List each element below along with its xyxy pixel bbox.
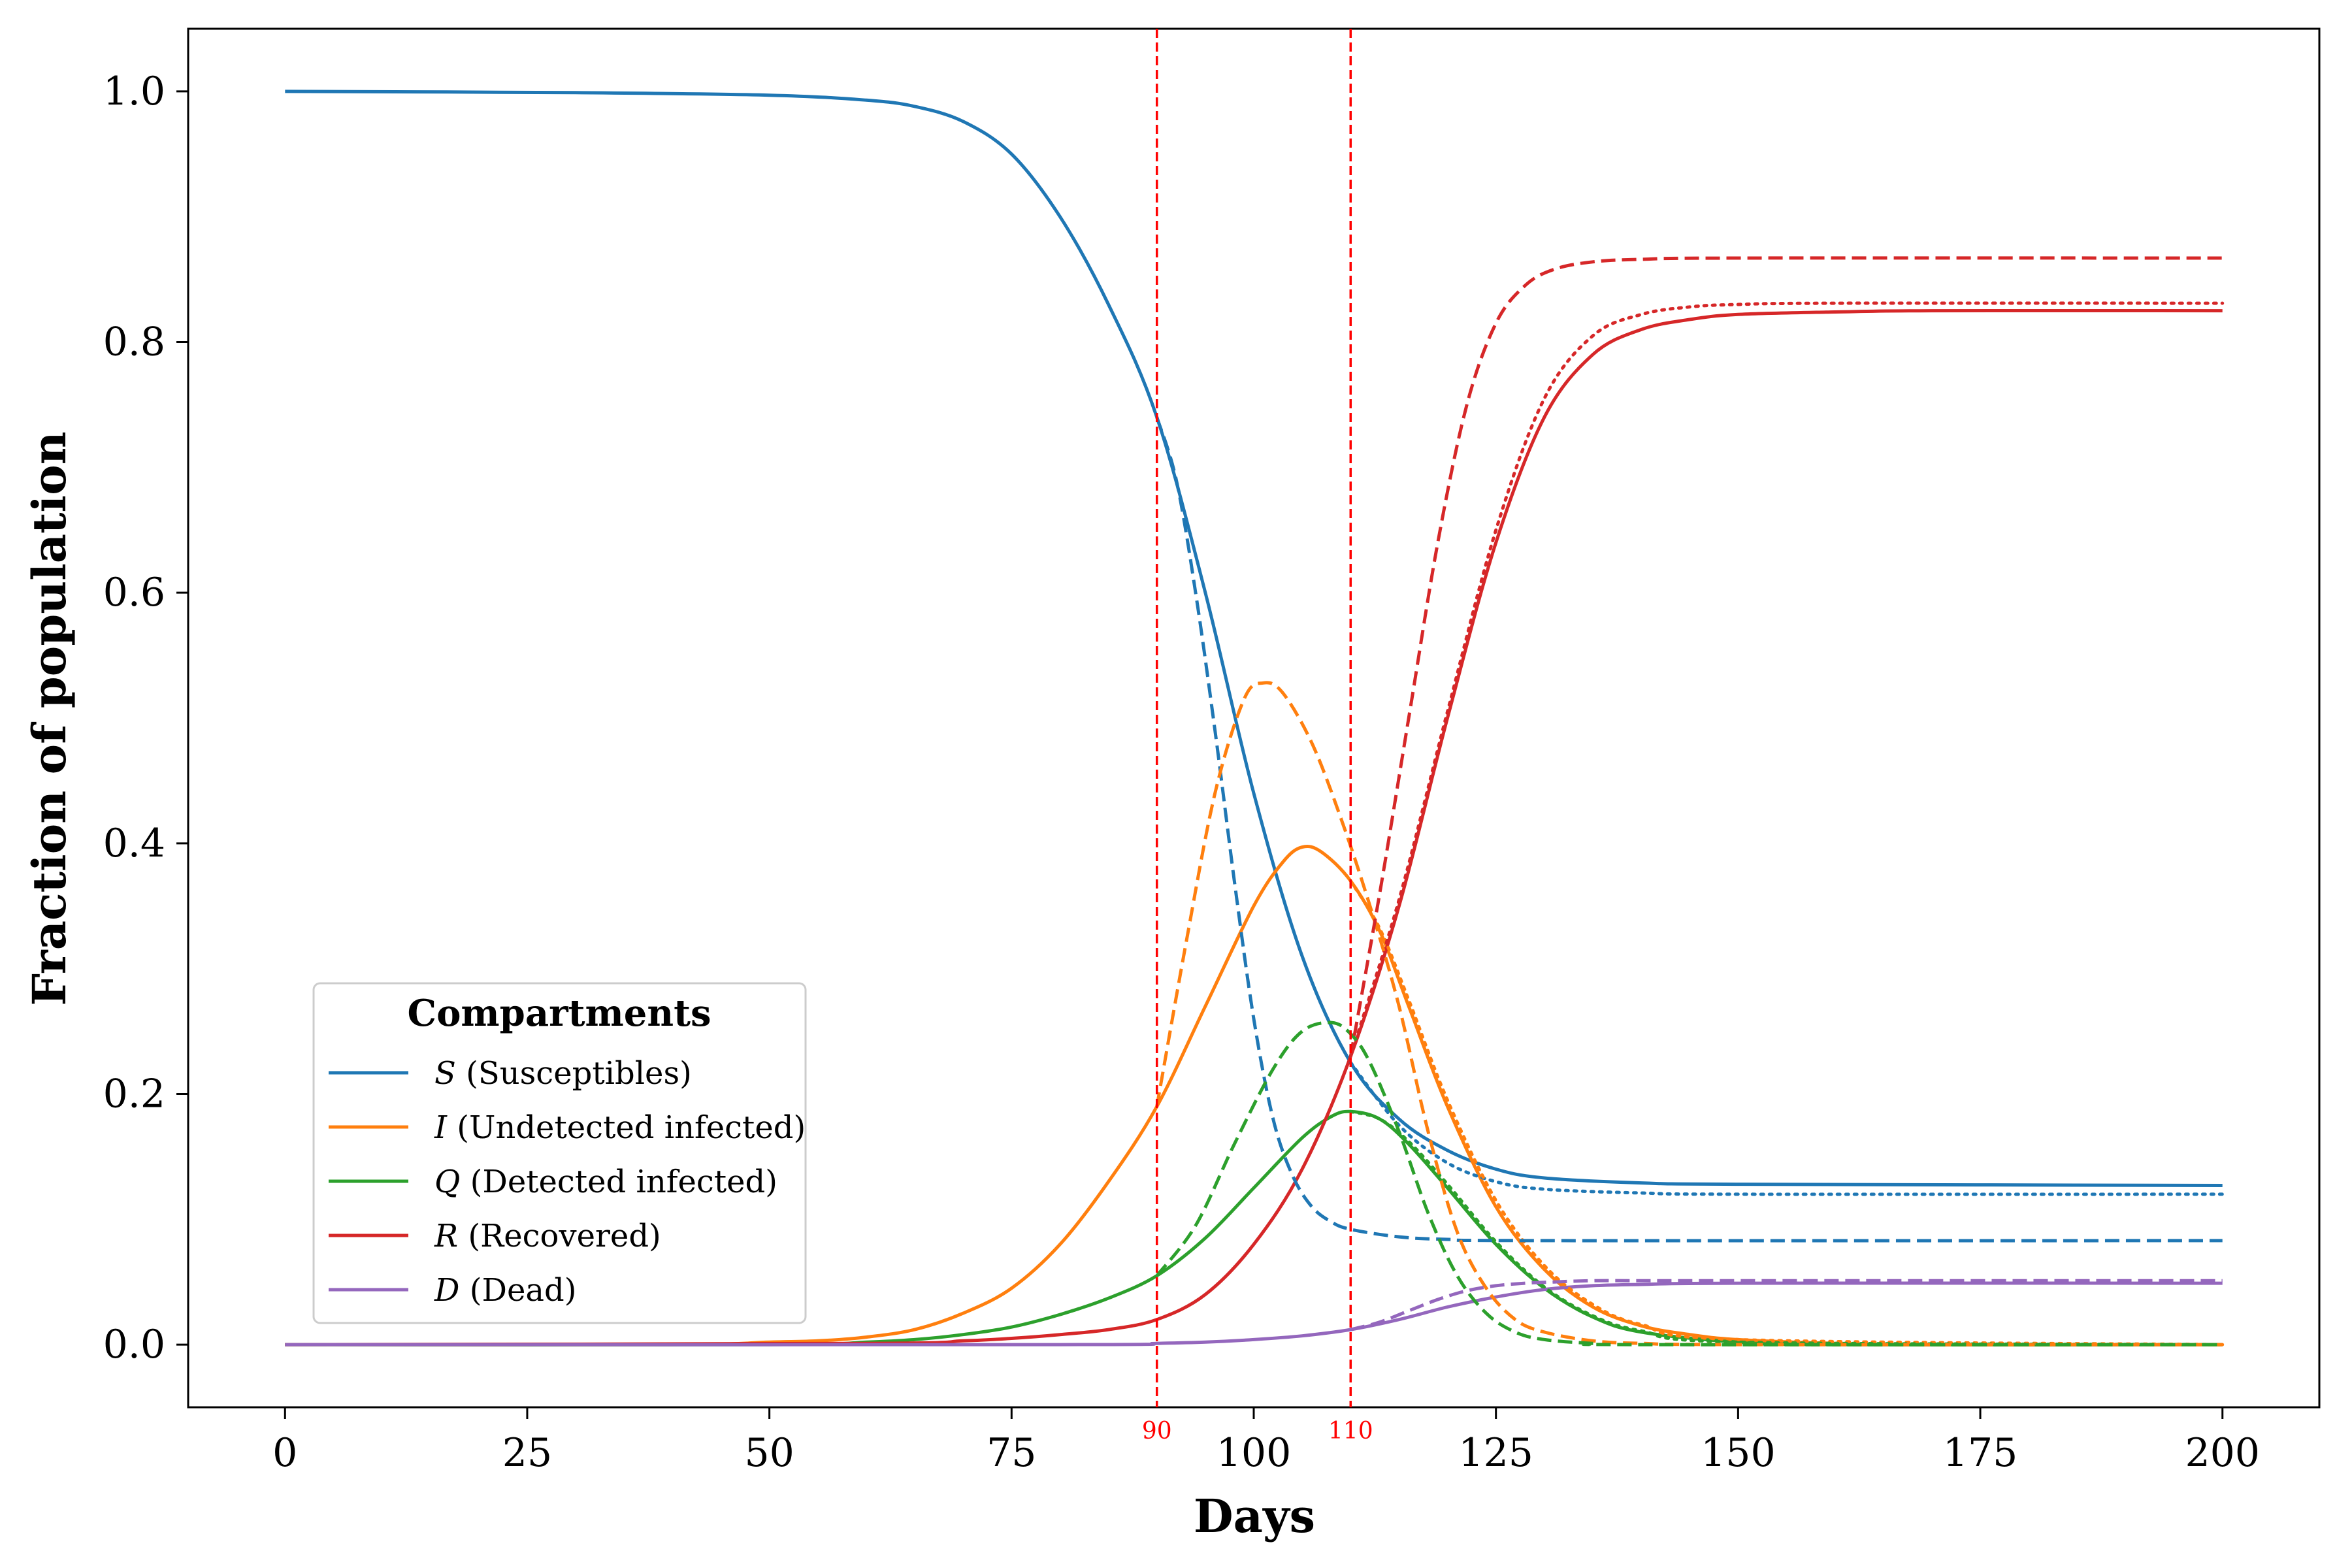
x-tick-label: 100 [1217,1430,1292,1476]
vline-label-90: 90 [1142,1418,1172,1445]
y-tick-label: 0.0 [103,1322,165,1367]
x-tick-label: 175 [1943,1430,2018,1476]
y-axis: 0.0 0.2 0.4 0.6 0.8 1.0 [103,69,188,1367]
series-line-i-dotted [1348,879,2225,1347]
series-line-q-solid [285,1109,2223,1347]
y-axis-title: Fraction of population [22,431,76,1005]
legend-entry-i: I (Undetected infected) [434,1109,806,1146]
x-tick-label: 0 [272,1430,297,1476]
series-line-r-dotted [1348,301,2225,1058]
vertical-markers: 90 110 [1142,29,1373,1445]
series-line-s-solid [285,90,2223,1187]
legend-title: Compartments [408,992,711,1035]
legend-entry-s: S (Susceptibles) [434,1055,692,1092]
series-line-r-dashed [1348,256,2223,1057]
series-line-d-dashed [1350,1279,2223,1331]
y-tick-label: 0.8 [103,319,165,365]
legend-box [312,982,807,1324]
x-tick-label: 75 [987,1430,1036,1476]
series-line-i-dashed [1155,681,2223,1347]
legend: Compartments S (Susceptibles) I (Undetect… [312,982,807,1324]
y-tick-label: 1.0 [103,69,165,114]
x-axis: 0 25 50 75 100 125 150 175 200 [272,1407,2260,1476]
series-line-s-dashed [1155,416,2223,1243]
x-tick-label: 125 [1458,1430,1533,1476]
x-tick-label: 50 [744,1430,794,1476]
plot-layer [285,90,2225,1347]
y-tick-label: 0.2 [103,1071,165,1117]
legend-entry-r: R (Recovered) [434,1218,661,1254]
x-tick-label: 200 [2185,1430,2260,1476]
series-line-i-solid [285,844,2223,1347]
legend-entry-q: Q (Detected infected) [434,1164,777,1200]
series-line-q-dashed [1155,1021,2223,1347]
y-tick-label: 0.4 [103,821,165,866]
x-tick-label: 150 [1701,1430,1776,1476]
x-tick-label: 25 [502,1430,552,1476]
legend-entry-d: D (Dead) [434,1272,576,1309]
vline-label-110: 110 [1328,1418,1373,1445]
series-line-s-dotted [1348,1061,2225,1196]
x-axis-title: Days [1194,1489,1315,1543]
y-tick-label: 0.6 [103,570,165,615]
